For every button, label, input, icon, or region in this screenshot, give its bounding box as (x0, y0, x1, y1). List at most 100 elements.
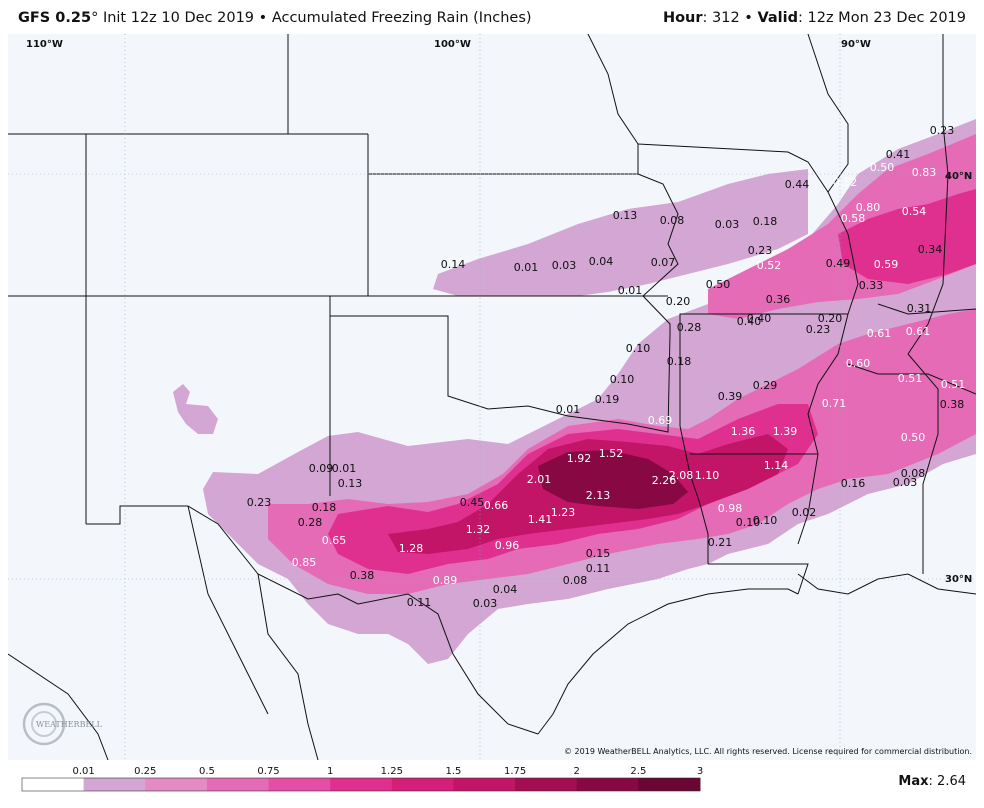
accumulation-value: 0.40 (737, 315, 762, 328)
accumulation-value: 0.29 (753, 379, 778, 392)
hour-label: Hour (662, 10, 703, 26)
colorbar-swatch (638, 778, 701, 791)
accumulation-value: 0.39 (718, 390, 743, 403)
accumulation-value: 0.01 (556, 403, 581, 416)
colorbar-tick-label: 3 (697, 766, 703, 777)
shade-mid-east (838, 189, 976, 284)
border-line (877, 303, 976, 315)
max-value: Max: 2.64 (898, 774, 966, 789)
accumulation-value: 0.03 (893, 476, 918, 489)
model-name: GFS 0.25 (18, 10, 92, 26)
accumulation-value: 2.26 (652, 474, 677, 487)
accumulation-value: 0.01 (332, 462, 357, 475)
accumulation-value: 0.18 (312, 501, 337, 514)
colorbar-swatch (391, 778, 454, 791)
lon-label-110w: 110°W (26, 39, 63, 50)
logo-swirl-inner (31, 711, 57, 737)
accumulation-value: 0.51 (941, 378, 966, 391)
accumulation-value: 0.83 (912, 166, 937, 179)
accumulation-value: 0.08 (660, 214, 685, 227)
border-line (86, 505, 539, 735)
border-line (679, 425, 709, 564)
colorbar-tick-label: 0.75 (257, 766, 279, 777)
accumulation-value: 0.50 (706, 278, 731, 291)
accumulation-value: 0.23 (930, 124, 955, 137)
accumulation-value: 0.18 (667, 355, 692, 368)
hour-value: : 312 (702, 10, 740, 26)
accumulation-value: 0.18 (753, 215, 778, 228)
colorbar-swatch (145, 778, 208, 791)
title-right: Hour: 312 • Valid: 12z Mon 23 Dec 2019 (663, 10, 966, 26)
accumulation-value: 0.19 (595, 393, 620, 406)
accumulation-value: 0.23 (748, 244, 773, 257)
accumulation-value: 0.41 (886, 148, 911, 161)
accumulation-value: 0.04 (589, 255, 614, 268)
accumulation-value: 0.03 (552, 259, 577, 272)
rain-shading (173, 119, 976, 664)
accumulation-value: 0.28 (298, 516, 323, 529)
accumulation-value: 0.50 (901, 431, 926, 444)
accumulation-value: 0.54 (902, 205, 927, 218)
accumulation-value: 0.71 (822, 397, 847, 410)
accumulation-value: 0.10 (736, 516, 761, 529)
accumulation-value: 0.20 (818, 312, 843, 325)
accumulation-value: 0.59 (874, 258, 899, 271)
logo-swirl (22, 702, 66, 746)
accumulation-value: 1.28 (399, 542, 424, 555)
accumulation-value: 1.32 (466, 523, 491, 536)
accumulation-value: 0.38 (350, 569, 375, 582)
colorbar-swatch (268, 778, 331, 791)
accumulation-value: 0.49 (826, 257, 851, 270)
accumulation-value: 0.33 (859, 279, 884, 292)
accumulation-value: 0.02 (792, 506, 817, 519)
map-header: GFS 0.25° Init 12z 10 Dec 2019 • Accumul… (0, 0, 984, 34)
valid-value: : 12z Mon 23 Dec 2019 (798, 10, 966, 26)
accumulation-value: 1.92 (567, 452, 592, 465)
accumulation-value: 1.52 (599, 447, 624, 460)
accumulation-value: 0.03 (715, 218, 740, 231)
accumulation-value: 1.36 (731, 425, 756, 438)
colorbar-swatches (21, 777, 701, 792)
weatherbell-logo: WEATHERBELL (22, 700, 103, 746)
accumulation-value: 0.11 (407, 596, 432, 609)
colorbar-swatch (206, 778, 270, 791)
accumulation-value: 1.10 (695, 469, 720, 482)
accumulation-value: 0.96 (495, 539, 520, 552)
accumulation-value: 0.04 (493, 583, 518, 596)
colorbar: 0.01 0.25 0.5 0.75 1 1.25 1.5 1.75 2 2.5 3 (21, 766, 703, 792)
colorbar-swatch (515, 778, 578, 791)
accumulation-value: 0.11 (586, 562, 611, 575)
accumulation-value: 0.28 (677, 321, 702, 334)
border-line (907, 34, 949, 355)
accumulation-value: 0.23 (247, 496, 272, 509)
colorbar-tick-label: 1.5 (446, 766, 462, 777)
accumulation-value: 0.31 (907, 302, 932, 315)
lat-label-40n: 40°N (945, 171, 972, 182)
accumulation-value: 0.07 (651, 256, 676, 269)
colorbar-swatch (83, 778, 146, 791)
colorbar-tick-label: 1.25 (381, 766, 403, 777)
accumulation-value: 0.01 (618, 284, 643, 297)
init-time: Init 12z 10 Dec 2019 (102, 10, 255, 26)
colorbar-swatch (576, 778, 639, 791)
accumulation-value: 1.14 (764, 459, 789, 472)
accumulation-value: 0.10 (753, 514, 778, 527)
border-line (257, 573, 319, 760)
accumulation-value: 2.01 (527, 473, 552, 486)
title-left: GFS 0.25° Init 12z 10 Dec 2019 • Accumul… (18, 10, 532, 26)
bullet: • (258, 10, 268, 26)
accumulation-value: 0.60 (846, 357, 871, 370)
colorbar-tick-label: 2.5 (630, 766, 646, 777)
graticule (8, 34, 976, 760)
accumulation-value: 0.16 (841, 477, 866, 490)
accumulation-value: 1.23 (551, 506, 576, 519)
valid-label: Valid (757, 10, 799, 26)
accumulation-value: 0.14 (441, 258, 466, 271)
accumulation-value: 0.20 (666, 295, 691, 308)
colorbar-tick-label: 0.25 (134, 766, 156, 777)
accumulation-value: 1.39 (773, 425, 798, 438)
copyright-notice: © 2019 WeatherBELL Analytics, LLC. All r… (564, 747, 972, 756)
colorbar-swatch (22, 778, 85, 791)
accumulation-value: 0.03 (473, 597, 498, 610)
accumulation-value: 0.40 (747, 312, 772, 325)
